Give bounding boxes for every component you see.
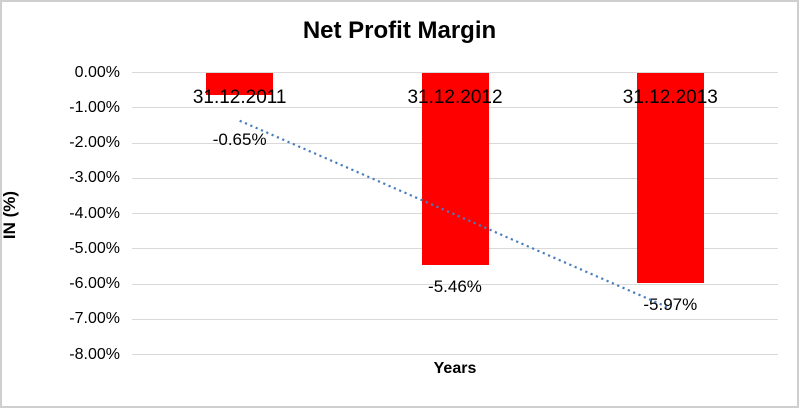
y-axis-tick-label: -4.00% (69, 204, 120, 222)
category-label: 31.12.2011 (192, 87, 287, 108)
category-label: 31.12.2013 (622, 87, 718, 108)
data-label: -5.46% (428, 277, 482, 297)
y-axis-tick-label: -5.00% (69, 239, 120, 257)
y-axis-tick-label: 0.00% (74, 63, 120, 81)
chart-title: Net Profit Margin (302, 17, 497, 44)
data-label: -0.65% (212, 130, 267, 149)
y-axis-tick-label: -2.00% (69, 134, 120, 152)
y-axis-tick-label: -3.00% (69, 169, 120, 187)
y-axis-tick-label: -7.00% (69, 310, 120, 328)
data-label: -5.97% (643, 295, 698, 315)
bar-31.12.2011 (206, 72, 274, 96)
x-axis-title: Years (433, 360, 477, 377)
y-axis-tick-label: -6.00% (69, 275, 120, 293)
gridline (132, 318, 778, 320)
y-axis-tick-label: -8.00% (69, 345, 120, 363)
gridline (132, 354, 778, 356)
y-axis-tick-label: -1.00% (69, 98, 120, 116)
category-label: 31.12.2012 (407, 87, 503, 108)
y-axis-title: IN (%) (0, 190, 19, 240)
